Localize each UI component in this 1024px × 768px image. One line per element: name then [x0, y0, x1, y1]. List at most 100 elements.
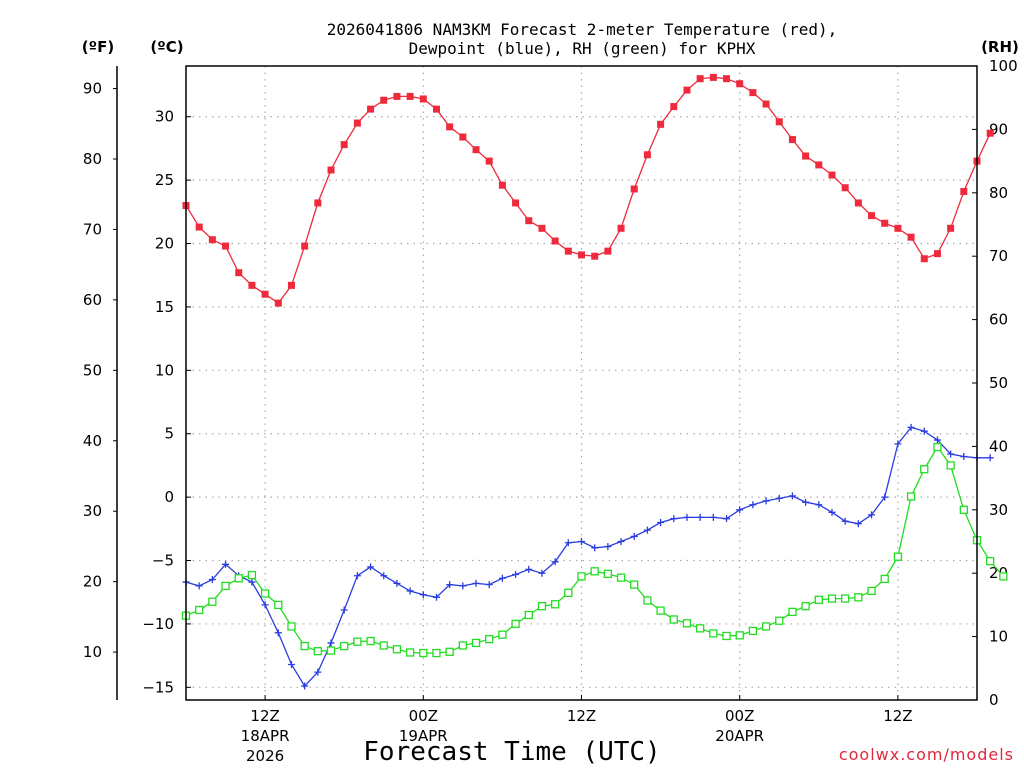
rh-point	[353, 637, 362, 646]
dewpoint-point	[406, 587, 414, 595]
temperature-point	[446, 123, 454, 131]
dewpoint-point	[512, 570, 520, 578]
temperature-point	[736, 80, 744, 88]
dewpoint-point	[960, 453, 968, 461]
rh-tick-label: 60	[989, 311, 1008, 329]
rh-point	[511, 619, 520, 629]
dewpoint-point	[485, 581, 493, 589]
rh-point	[274, 600, 283, 610]
temperature-point	[947, 224, 955, 232]
dewpoint-point	[380, 572, 388, 580]
temperature-series	[182, 73, 994, 307]
temperature-point	[287, 281, 295, 289]
dewpoint-point	[841, 517, 849, 525]
dewpoint-point	[643, 526, 651, 534]
temperature-point	[788, 136, 796, 144]
rh-point	[524, 610, 533, 620]
rh-point	[195, 605, 204, 615]
dewpoint-point	[617, 538, 625, 545]
dewpoint-point	[564, 539, 572, 547]
rh-point	[669, 615, 678, 624]
series-layer	[181, 73, 1008, 690]
rh-point	[445, 647, 454, 656]
dewpoint-point	[775, 494, 783, 502]
f-tick-label: 80	[83, 150, 102, 168]
dewpoint-point	[815, 501, 823, 509]
dewpoint-point	[222, 560, 230, 568]
dewpoint-point	[696, 513, 704, 521]
temperature-point	[960, 188, 968, 196]
dewpoint-point	[248, 578, 256, 586]
temperature-point	[248, 281, 256, 289]
temperature-point	[723, 75, 731, 83]
temperature-point	[907, 233, 915, 241]
temperature-point	[815, 161, 823, 169]
x-tick-label: 12Z	[567, 707, 596, 725]
temperature-point	[749, 89, 757, 97]
rh-point	[379, 641, 388, 650]
c-tick-label: 15	[155, 298, 174, 316]
rh-point	[432, 648, 441, 658]
dewpoint-point	[788, 492, 796, 500]
temperature-point	[868, 212, 876, 220]
dewpoint-point	[657, 518, 665, 526]
y-axis-ticks: 10 20 30 40 50 60 70 80 90 −15 −10 −5 0 5 10 15 20 25 30 0 1…	[83, 57, 1018, 709]
dewpoint-point	[367, 563, 375, 571]
rh-point	[419, 648, 428, 658]
temperature-point	[419, 95, 427, 103]
temperature-point	[525, 217, 533, 225]
x-tick-label: 00Z	[409, 707, 438, 725]
temperature-point	[393, 92, 401, 100]
celsius-unit-label: (ºC)	[150, 38, 183, 56]
dewpoint-point	[578, 538, 585, 545]
dewpoint-point	[432, 593, 440, 601]
temperature-point	[222, 242, 230, 250]
rh-point	[880, 574, 889, 584]
dewpoint-point	[868, 511, 876, 519]
x-tick-date: 20APR	[715, 727, 764, 745]
rh-point	[630, 580, 639, 589]
temperature-point	[564, 247, 572, 255]
rh-point	[287, 622, 296, 631]
f-tick-label: 50	[83, 361, 102, 379]
rh-point	[643, 596, 652, 605]
rh-point	[709, 629, 718, 638]
dewpoint-point	[287, 660, 295, 668]
dewpoint-point	[947, 450, 955, 458]
dewpoint-point	[208, 576, 216, 584]
temperature-point	[512, 199, 520, 207]
plot-frame	[185, 65, 978, 701]
temperature-point	[327, 166, 335, 174]
c-tick-label: −5	[152, 552, 174, 570]
f-tick-label: 60	[83, 291, 102, 309]
dewpoint-point	[709, 513, 717, 521]
temperature-point	[802, 152, 810, 160]
temperature-point	[617, 224, 625, 232]
rh-point	[260, 589, 270, 598]
dewpoint-point	[802, 498, 810, 506]
c-tick-label: 20	[155, 235, 174, 253]
temperature-point	[683, 86, 691, 94]
temperature-point	[551, 237, 559, 245]
rh-point	[933, 442, 942, 452]
dewpoint-point	[749, 501, 757, 509]
rh-point	[906, 492, 916, 501]
c-tick-label: 10	[155, 361, 174, 379]
temperature-point	[643, 151, 651, 159]
rh-point	[761, 622, 771, 631]
temperature-point	[432, 105, 440, 113]
temperature-point	[459, 133, 467, 141]
rh-tick-label: 40	[989, 437, 1008, 455]
dewpoint-point	[933, 436, 941, 444]
dewpoint-point	[498, 574, 506, 582]
credit-text: coolwx.com/models	[839, 745, 1014, 764]
f-tick-label: 20	[83, 573, 102, 591]
rh-tick-label: 0	[989, 691, 999, 709]
dewpoint-point	[591, 544, 599, 552]
rh-point	[577, 572, 586, 581]
rh-point	[366, 636, 375, 646]
rh-tick-label: 70	[989, 247, 1008, 265]
temperature-point	[274, 299, 282, 307]
rh-point	[854, 593, 863, 602]
dewpoint-point	[393, 579, 401, 587]
